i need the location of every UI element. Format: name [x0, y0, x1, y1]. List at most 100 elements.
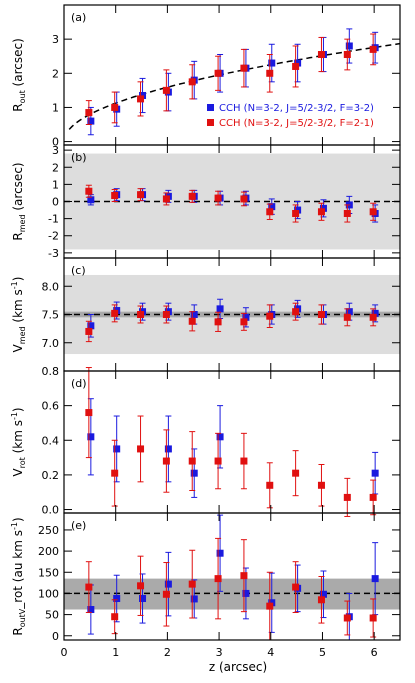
panel-label: (b) [71, 151, 87, 164]
data-point-red [162, 86, 170, 94]
data-point-red [240, 64, 248, 72]
data-point-red [240, 457, 248, 465]
y-tick-label: 7.0 [42, 337, 60, 350]
panel-a: 0 1 2 3 (a) Rout​ (arcsec) CCH (N=3-2, J=5/2-3… [11, 4, 401, 149]
data-point-red [85, 409, 93, 417]
data-point-blue [87, 606, 95, 614]
data-point-blue [345, 308, 353, 316]
y-tick-label: 0 [52, 196, 59, 209]
data-point-blue [190, 469, 198, 477]
panel-label: (c) [71, 264, 86, 277]
data-point-blue [371, 575, 379, 583]
data-point-red [317, 481, 325, 489]
y-axis-title: Vrot​ (km s-1​) [10, 407, 27, 476]
x-tick-label: 3 [216, 646, 223, 659]
data-point-red [85, 109, 93, 117]
x-tick-label: 4 [267, 646, 274, 659]
data-point-blue [87, 322, 95, 330]
data-point-blue [190, 311, 198, 318]
data-point-red [214, 318, 222, 326]
data-point-red [111, 103, 119, 111]
data-point-red [85, 327, 93, 335]
data-point-red [343, 51, 351, 59]
data-point-red [111, 469, 119, 477]
y-tick-label: -1 [48, 213, 59, 226]
data-point-blue [87, 196, 95, 204]
y-tick-label: 50 [45, 609, 59, 622]
y-tick-label: 0.2 [42, 469, 60, 482]
data-point-blue [87, 117, 95, 125]
data-point-red [266, 481, 274, 489]
data-point-red [111, 309, 119, 317]
y-tick-label: 1 [52, 101, 59, 114]
data-point-blue [164, 580, 172, 588]
data-point-red [162, 195, 170, 203]
data-point-blue [268, 203, 276, 211]
data-point-blue [216, 305, 224, 313]
x-tick-label: 6 [371, 646, 378, 659]
data-point-red [369, 493, 377, 501]
legend-box [203, 100, 393, 134]
x-tick-label: 0 [61, 646, 68, 659]
data-point-red [240, 195, 248, 203]
data-point-red [266, 312, 274, 320]
data-point-red [240, 572, 248, 580]
mean-band [64, 311, 400, 318]
y-tick-label: 100 [38, 587, 59, 600]
y-tick-label: 150 [38, 566, 59, 579]
data-point-blue [242, 313, 250, 321]
data-point-red [343, 313, 351, 321]
legend-label: CCH (N=3-2, J=5/2-3/2, F=3-2) [219, 103, 374, 114]
y-tick-label: 0.0 [42, 504, 60, 517]
y-tick-label: 8.0 [42, 280, 60, 293]
data-point-red [292, 469, 300, 477]
data-point-red [137, 191, 145, 199]
data-point-blue [242, 589, 250, 597]
data-point-red [137, 311, 145, 318]
panel-label: (a) [71, 11, 86, 24]
y-tick-label: 3 [52, 144, 59, 157]
data-point-red [317, 208, 325, 216]
data-point-red [292, 62, 300, 70]
data-point-red [292, 583, 300, 591]
y-axis-title: Rmed​ (arcsec) [11, 162, 27, 240]
data-point-red [162, 311, 170, 318]
y-tick-label: 0.6 [42, 400, 60, 413]
data-point-red [292, 308, 300, 316]
data-point-red [343, 614, 351, 622]
y-tick-label: 7.5 [42, 309, 60, 322]
data-point-blue [216, 433, 224, 441]
data-point-red [85, 583, 93, 591]
y-axis-title: Rout​ (arcsec) [11, 38, 27, 111]
panel-b: -3 -2 -1 0 1 2 3 (b) Rmed​ (arcsec) [11, 144, 401, 260]
y-tick-label: 0.4 [42, 434, 60, 447]
y-tick-label: 2 [52, 161, 59, 174]
data-point-red [343, 209, 351, 217]
data-point-red [317, 51, 325, 59]
panel-c: 7.0 7.5 8.0 (c) Vmed​ (km s-1​) [10, 257, 401, 372]
data-point-red [162, 590, 170, 598]
data-point-blue [113, 595, 121, 603]
data-point-blue [216, 549, 224, 557]
data-point-red [240, 318, 248, 326]
data-point-red [369, 208, 377, 216]
data-point-red [266, 69, 274, 77]
legend-marker [207, 119, 214, 126]
data-point-red [137, 445, 145, 453]
x-tick-label: 5 [319, 646, 326, 659]
data-point-red [137, 582, 145, 590]
y-tick-label: 0.8 [42, 365, 60, 378]
y-tick-label: 200 [38, 545, 59, 558]
data-point-blue [345, 42, 353, 50]
data-point-red [292, 209, 300, 217]
legend-label: CCH (N=3-2, J=5/2-3/2, F=2-1) [219, 118, 374, 129]
y-tick-label: 0 [52, 136, 59, 149]
data-point-blue [139, 595, 147, 603]
data-point-red [214, 194, 222, 202]
model-curve [68, 42, 401, 130]
y-tick-label: 3 [52, 33, 59, 46]
panel-label: (d) [71, 377, 87, 390]
data-point-red [188, 317, 196, 325]
data-point-red [214, 69, 222, 77]
